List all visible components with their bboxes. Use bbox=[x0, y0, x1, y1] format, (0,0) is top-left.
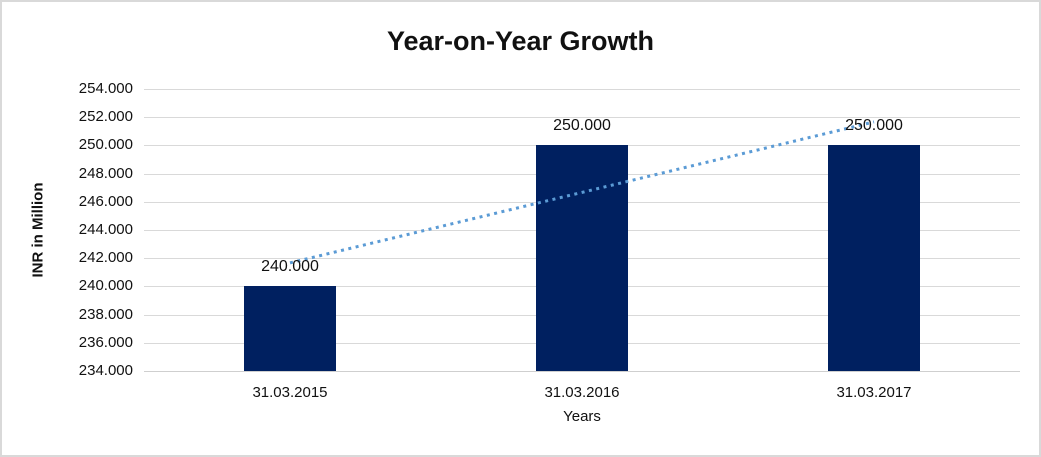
y-axis-tick-label: 250.000 bbox=[78, 136, 133, 153]
x-axis-line bbox=[144, 371, 1020, 372]
gridline bbox=[144, 89, 1020, 90]
y-axis-tick-label: 238.000 bbox=[78, 306, 133, 323]
bar bbox=[828, 145, 920, 371]
y-axis-tick-label: 240.000 bbox=[78, 277, 133, 294]
y-axis-tick-label: 244.000 bbox=[78, 221, 133, 238]
y-axis-tick-label: 242.000 bbox=[78, 249, 133, 266]
y-axis-tick-label: 236.000 bbox=[78, 334, 133, 351]
y-axis-tick-label: 252.000 bbox=[78, 108, 133, 125]
y-axis-tick-label: 234.000 bbox=[78, 362, 133, 379]
chart-title: Year-on-Year Growth bbox=[386, 26, 655, 56]
x-axis-title: Years bbox=[563, 408, 601, 425]
x-axis-category-label: 31.03.2017 bbox=[836, 384, 912, 401]
y-axis-tick-label: 246.000 bbox=[78, 193, 133, 210]
y-axis-tick-label: 254.000 bbox=[78, 80, 133, 97]
x-axis-category-label: 31.03.2016 bbox=[544, 384, 620, 401]
gridline bbox=[144, 117, 1020, 118]
bar bbox=[244, 286, 336, 371]
bar bbox=[536, 145, 628, 371]
y-axis-tick-label: 248.000 bbox=[78, 165, 133, 182]
x-axis-category-label: 31.03.2015 bbox=[252, 384, 328, 401]
